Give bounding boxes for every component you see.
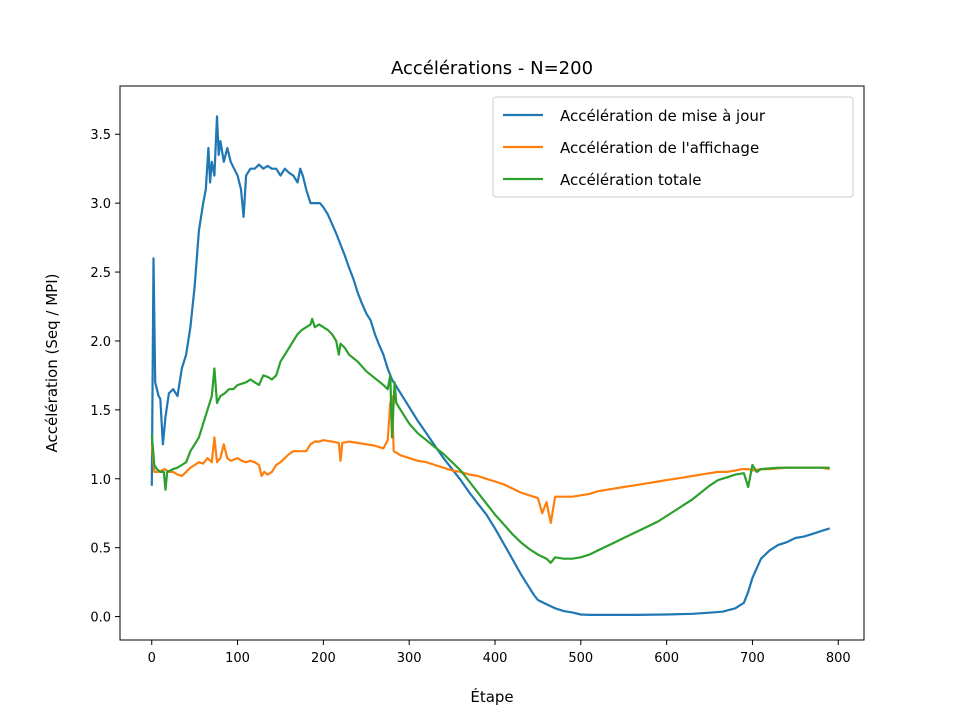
legend: Accélération de mise à jour Accélération… bbox=[492, 96, 854, 198]
y-tick-label: 3.5 bbox=[90, 128, 111, 143]
y-tick-label: 0.5 bbox=[90, 542, 111, 557]
y-tick-label: 1.5 bbox=[90, 404, 111, 419]
y-tick-label: 3.0 bbox=[90, 197, 111, 212]
x-tick-label: 600 bbox=[654, 651, 679, 666]
y-axis-label: Accélération (Seq / MPI) bbox=[43, 274, 61, 453]
y-tick-label: 2.5 bbox=[90, 266, 111, 281]
series-line-0 bbox=[150, 115, 831, 617]
legend-label-total: Accélération totale bbox=[560, 171, 702, 189]
series-line-2 bbox=[150, 317, 830, 564]
x-tick-label: 0 bbox=[148, 651, 156, 666]
x-tick-label: 200 bbox=[311, 651, 336, 666]
x-tick-label: 700 bbox=[740, 651, 765, 666]
chart-title: Accélérations - N=200 bbox=[391, 58, 593, 79]
x-tick-label: 500 bbox=[568, 651, 593, 666]
x-tick-label: 100 bbox=[225, 651, 250, 666]
plot-frame bbox=[119, 85, 865, 641]
y-axis: 0.0 0.5 1.0 1.5 2.0 2.5 3.0 3.5 bbox=[90, 128, 120, 626]
y-tick-label: 2.0 bbox=[90, 335, 111, 350]
y-tick-label: 0.0 bbox=[90, 611, 111, 626]
x-tick-label: 300 bbox=[397, 651, 422, 666]
legend-label-display: Accélération de l'affichage bbox=[560, 139, 759, 157]
legend-label-update: Accélération de mise à jour bbox=[560, 107, 766, 125]
x-tick-label: 400 bbox=[483, 651, 508, 666]
series-layer bbox=[150, 115, 831, 617]
x-axis: 0 100 200 300 400 500 600 700 800 bbox=[148, 640, 851, 666]
legend-box bbox=[492, 96, 854, 198]
y-tick-label: 1.0 bbox=[90, 473, 111, 488]
x-axis-label: Étape bbox=[470, 687, 513, 706]
x-tick-label: 800 bbox=[826, 651, 851, 666]
